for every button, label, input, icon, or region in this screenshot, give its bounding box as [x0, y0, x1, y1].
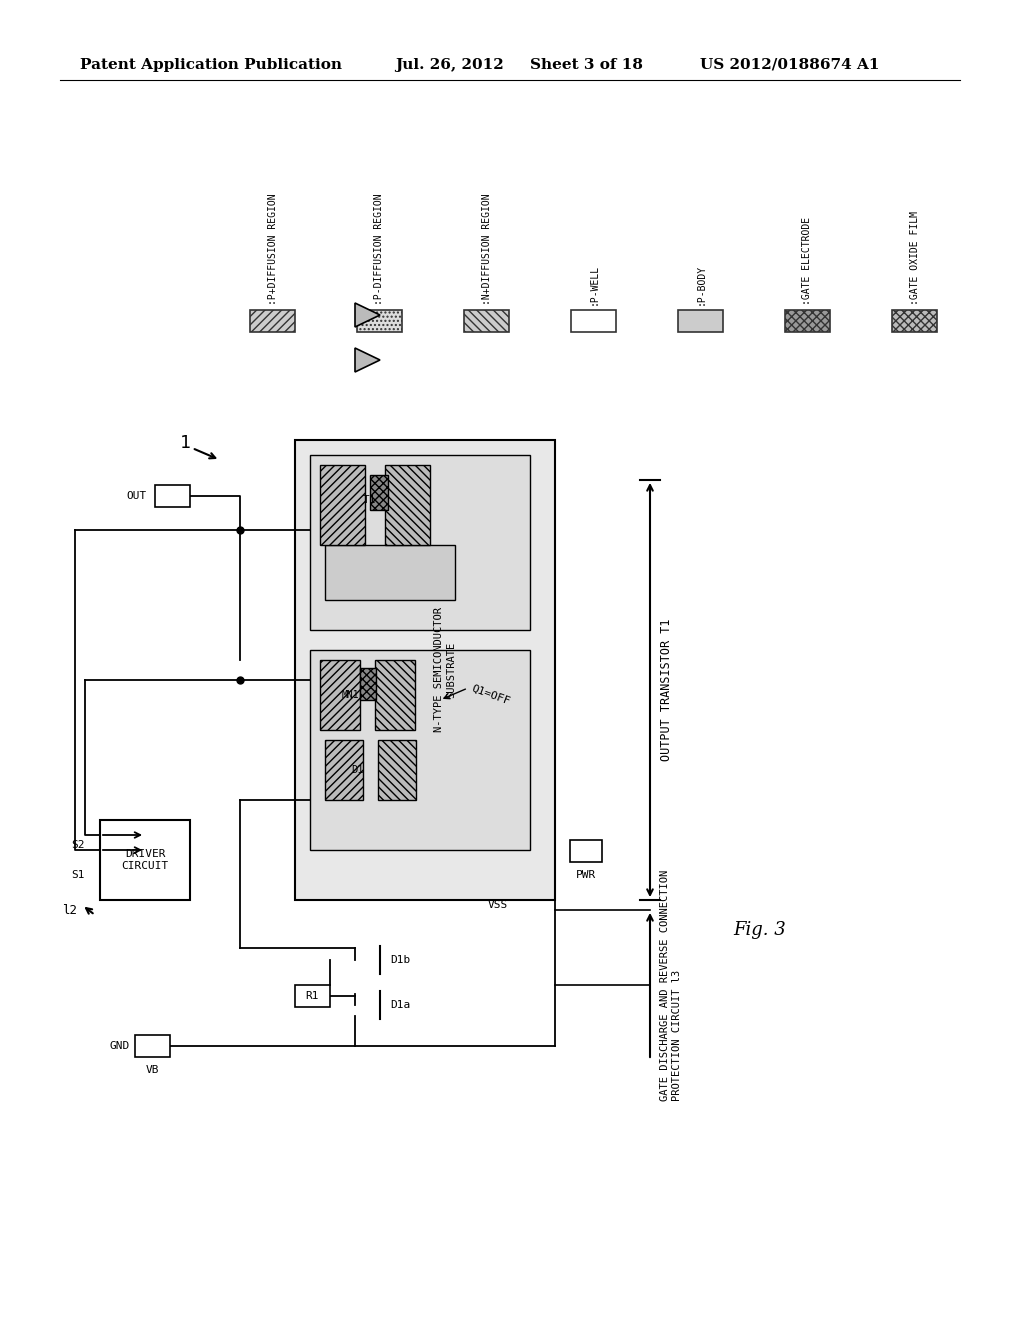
Polygon shape — [355, 348, 380, 372]
Bar — [370, 475, 388, 510]
Bar — [570, 840, 602, 862]
Text: S1: S1 — [72, 870, 85, 880]
Bar — [360, 668, 376, 700]
Bar — [325, 545, 455, 601]
Bar — [135, 1035, 170, 1057]
Bar — [378, 741, 416, 800]
Bar — [375, 660, 415, 730]
Text: Jul. 26, 2012: Jul. 26, 2012 — [395, 58, 504, 73]
Text: US 2012/0188674 A1: US 2012/0188674 A1 — [700, 58, 880, 73]
Text: D1b: D1b — [390, 954, 411, 965]
Text: OUTPUT TRANSISTOR T1: OUTPUT TRANSISTOR T1 — [660, 619, 673, 762]
Text: D1: D1 — [351, 766, 364, 775]
Bar — [785, 310, 830, 333]
Text: :N+DIFFUSION REGION: :N+DIFFUSION REGION — [481, 193, 492, 305]
Text: Fig. 3: Fig. 3 — [733, 921, 786, 939]
Text: :P-BODY: :P-BODY — [695, 264, 706, 305]
Text: DRIVER
CIRCUIT: DRIVER CIRCUIT — [122, 849, 169, 871]
Bar — [100, 820, 190, 900]
Bar — [385, 465, 430, 545]
Text: OUT: OUT — [127, 491, 147, 502]
Bar — [295, 985, 330, 1007]
Text: T1: T1 — [364, 495, 377, 506]
Text: VB: VB — [145, 1065, 160, 1074]
Text: :GATE ELECTRODE: :GATE ELECTRODE — [803, 216, 812, 305]
Bar — [295, 440, 555, 900]
Bar — [319, 465, 365, 545]
Text: MN1: MN1 — [341, 690, 358, 700]
Bar — [892, 310, 937, 333]
Text: l2: l2 — [62, 903, 78, 916]
Bar — [571, 310, 616, 333]
Bar — [155, 484, 190, 507]
Polygon shape — [355, 304, 380, 327]
Text: S2: S2 — [72, 840, 85, 850]
Text: :P+DIFFUSION REGION: :P+DIFFUSION REGION — [267, 193, 278, 305]
Bar — [325, 741, 362, 800]
Text: Q1=OFF: Q1=OFF — [470, 684, 511, 706]
Text: :P-WELL: :P-WELL — [589, 264, 598, 305]
Text: N-TYPE SEMICONDUCTOR
SUBSTRATE: N-TYPE SEMICONDUCTOR SUBSTRATE — [434, 607, 456, 733]
Bar — [464, 310, 509, 333]
Text: R1: R1 — [306, 991, 319, 1001]
Text: PWR: PWR — [575, 870, 596, 880]
Text: Patent Application Publication: Patent Application Publication — [80, 58, 342, 73]
Text: D1a: D1a — [390, 1001, 411, 1010]
Text: :P-DIFFUSION REGION: :P-DIFFUSION REGION — [375, 193, 384, 305]
Text: :GATE OXIDE FILM: :GATE OXIDE FILM — [909, 211, 920, 305]
Bar — [310, 649, 530, 850]
Text: VSS: VSS — [487, 900, 508, 909]
Bar — [678, 310, 723, 333]
Bar — [357, 310, 402, 333]
Text: GATE DISCHARGE AND REVERSE CONNECTION
PROTECTION CIRCUIT l3: GATE DISCHARGE AND REVERSE CONNECTION PR… — [660, 870, 682, 1101]
Text: Sheet 3 of 18: Sheet 3 of 18 — [530, 58, 643, 73]
Bar — [310, 455, 530, 630]
Bar — [250, 310, 295, 333]
Bar — [319, 660, 360, 730]
Text: 1: 1 — [179, 434, 190, 451]
Text: GND: GND — [110, 1041, 130, 1051]
